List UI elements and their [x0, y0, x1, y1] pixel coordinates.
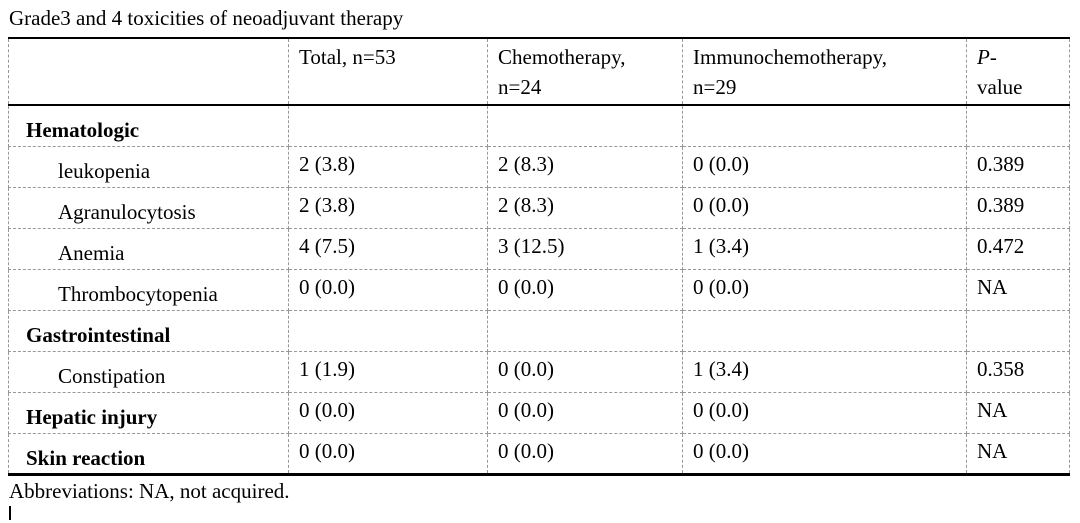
table-row-hematologic: Hematologic [8, 104, 1070, 147]
cell-chemotherapy: 0 (0.0) [487, 268, 683, 311]
p-value-word: value [977, 75, 1023, 99]
row-label: leukopenia [8, 145, 289, 188]
header-total: Total, n=53 [288, 37, 488, 106]
cell-chemotherapy: 2 (8.3) [487, 145, 683, 188]
cell-immunochemotherapy: 0 (0.0) [682, 268, 967, 311]
table-row-agranulocytosis: Agranulocytosis 2 (3.8) 2 (8.3) 0 (0.0) … [8, 186, 1070, 229]
cell-total: 0 (0.0) [288, 391, 488, 434]
row-label: Hepatic injury [8, 391, 289, 434]
row-label: Skin reaction [8, 432, 289, 475]
table-row-skin-reaction: Skin reaction 0 (0.0) 0 (0.0) 0 (0.0) NA [8, 432, 1070, 475]
table-title: Grade3 and 4 toxicities of neoadjuvant t… [9, 6, 404, 30]
cell-p-value: 0.389 [966, 145, 1070, 188]
cell-immunochemotherapy: 0 (0.0) [682, 391, 967, 434]
toxicity-table: Total, n=53 Chemotherapy, n=24 Immunoche… [8, 37, 1070, 476]
row-label: Gastrointestinal [8, 309, 289, 352]
header-p-value: P- value [966, 37, 1070, 106]
cell-immunochemotherapy: 0 (0.0) [682, 186, 967, 229]
table-row-constipation: Constipation 1 (1.9) 0 (0.0) 1 (3.4) 0.3… [8, 350, 1070, 393]
cell-chemotherapy: 0 (0.0) [487, 391, 683, 434]
header-empty-cell [8, 37, 289, 106]
row-label: Hematologic [8, 104, 289, 147]
text-cursor [9, 505, 11, 520]
cell-total: 2 (3.8) [288, 145, 488, 188]
table-row-hepatic-injury: Hepatic injury 0 (0.0) 0 (0.0) 0 (0.0) N… [8, 391, 1070, 434]
cell-chemotherapy [487, 104, 683, 147]
cell-total: 0 (0.0) [288, 268, 488, 311]
cell-immunochemotherapy [682, 104, 967, 147]
header-chemotherapy: Chemotherapy, n=24 [487, 37, 683, 106]
cell-p-value [966, 104, 1070, 147]
cell-p-value: 0.472 [966, 227, 1070, 270]
table-row-anemia: Anemia 4 (7.5) 3 (12.5) 1 (3.4) 0.472 [8, 227, 1070, 270]
abbreviations-note: Abbreviations: NA, not acquired. [9, 478, 290, 503]
cell-total: 2 (3.8) [288, 186, 488, 229]
table-row-thrombocytopenia: Thrombocytopenia 0 (0.0) 0 (0.0) 0 (0.0)… [8, 268, 1070, 311]
row-label: Anemia [8, 227, 289, 270]
table-row-gastrointestinal: Gastrointestinal [8, 309, 1070, 352]
cell-chemotherapy: 2 (8.3) [487, 186, 683, 229]
row-label: Constipation [8, 350, 289, 393]
p-value-dash: - [989, 45, 997, 69]
cell-total: 1 (1.9) [288, 350, 488, 393]
cell-immunochemotherapy: 1 (3.4) [682, 350, 967, 393]
cell-immunochemotherapy: 0 (0.0) [682, 145, 967, 188]
cell-total [288, 309, 488, 352]
cell-p-value: 0.389 [966, 186, 1070, 229]
cell-p-value [966, 309, 1070, 352]
header-row: Total, n=53 Chemotherapy, n=24 Immunoche… [8, 37, 1070, 106]
cell-immunochemotherapy: 0 (0.0) [682, 432, 967, 475]
cell-immunochemotherapy: 1 (3.4) [682, 227, 967, 270]
cell-chemotherapy: 0 (0.0) [487, 350, 683, 393]
row-label: Thrombocytopenia [8, 268, 289, 311]
cell-total [288, 104, 488, 147]
cell-total: 4 (7.5) [288, 227, 488, 270]
cell-chemotherapy: 0 (0.0) [487, 432, 683, 475]
cell-total: 0 (0.0) [288, 432, 488, 475]
cell-chemotherapy [487, 309, 683, 352]
cell-p-value: NA [966, 391, 1070, 434]
cell-chemotherapy: 3 (12.5) [487, 227, 683, 270]
cell-p-value: 0.358 [966, 350, 1070, 393]
row-label: Agranulocytosis [8, 186, 289, 229]
cell-p-value: NA [966, 432, 1070, 475]
p-value-italic-p: P [977, 45, 990, 69]
header-immunochemotherapy: Immunochemotherapy, n=29 [682, 37, 967, 106]
cell-immunochemotherapy [682, 309, 967, 352]
cell-p-value: NA [966, 268, 1070, 311]
table-row-leukopenia: leukopenia 2 (3.8) 2 (8.3) 0 (0.0) 0.389 [8, 145, 1070, 188]
